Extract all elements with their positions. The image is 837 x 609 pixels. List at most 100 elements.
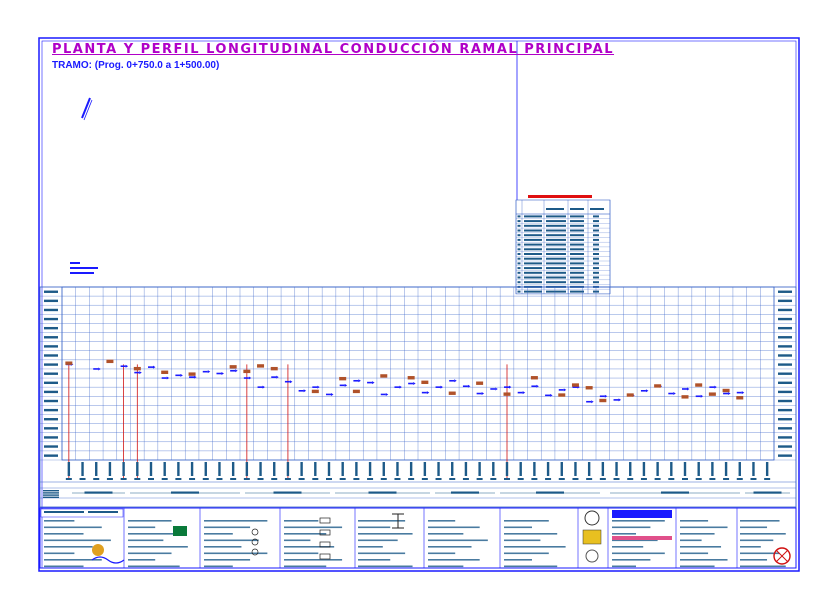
title-block-text [284, 552, 319, 555]
station-label-lower [435, 478, 442, 480]
title-block-text [740, 559, 768, 561]
marker-22 [599, 398, 607, 403]
info-cell [524, 281, 542, 284]
station-label [451, 462, 454, 476]
info-cell [517, 238, 521, 241]
station-label [273, 462, 276, 476]
info-cell [524, 248, 542, 251]
info-cell [593, 229, 599, 232]
title-block-text [358, 565, 413, 568]
title-block-text [680, 533, 715, 535]
institution-banner [612, 510, 672, 518]
title-block-text [680, 552, 709, 555]
title-block-text [612, 552, 665, 555]
title-block-text [612, 533, 636, 535]
station-label-lower [654, 478, 661, 480]
emblem-icon [585, 549, 599, 563]
title-block-text [284, 565, 327, 568]
station-label-lower [243, 478, 250, 480]
station-label-lower [175, 478, 182, 480]
marker-15 [448, 391, 456, 395]
title-block-text [612, 539, 658, 542]
info-cell [570, 262, 584, 265]
title-block-text [204, 526, 251, 529]
info-cell [546, 271, 566, 274]
info-cell [517, 281, 521, 284]
station-label-lower [750, 478, 757, 480]
station-label-lower [709, 478, 716, 480]
marker-12 [380, 374, 388, 378]
station-label-lower [298, 478, 305, 480]
station-label-lower [668, 478, 675, 480]
title-block-text [44, 526, 102, 529]
station-label-lower [120, 478, 127, 480]
profile-axis-labels [44, 290, 792, 457]
title-block-text [44, 520, 75, 522]
title-block-text [284, 520, 319, 522]
marker-19 [558, 393, 566, 397]
title-block-text [612, 520, 665, 522]
station-label [464, 462, 468, 476]
title-block-text [44, 565, 84, 568]
station-label [601, 462, 605, 476]
marker-0 [65, 361, 73, 365]
axis-tick-label [778, 436, 792, 439]
info-cell [570, 253, 584, 255]
title-block-text [504, 559, 532, 561]
info-cell [524, 276, 542, 279]
axis-tick-label [778, 363, 792, 366]
info-cell [570, 229, 584, 232]
title-block-text [740, 565, 786, 568]
info-cell [517, 215, 521, 218]
title-block-text [740, 539, 774, 542]
axis-tick-label [778, 408, 792, 412]
station-label [231, 462, 235, 476]
info-cell [524, 262, 542, 265]
legend-symbol-0 [319, 517, 331, 524]
station-label-lower [339, 478, 346, 480]
station-label-lower [106, 478, 113, 480]
info-cell [517, 234, 521, 237]
station-label-lower [517, 478, 524, 480]
station-label [505, 462, 509, 476]
station-label-lower [599, 478, 606, 480]
station-label-lower [65, 478, 72, 480]
outer-frame [38, 37, 800, 572]
marker-25 [681, 395, 689, 399]
title-block-text [128, 539, 164, 542]
axis-tick-label [778, 354, 792, 357]
station-label [519, 462, 522, 476]
title-block-text [204, 533, 233, 535]
marker-26 [695, 383, 703, 387]
info-cell [570, 290, 584, 293]
info-cell [546, 224, 566, 227]
station-label [546, 462, 550, 476]
station-label-lower [572, 478, 579, 480]
title-block-text [504, 565, 558, 568]
info-cell [524, 267, 542, 270]
station-label-lower [93, 478, 100, 480]
info-cell [517, 262, 521, 265]
info-cell [546, 267, 566, 270]
title-block-text [612, 546, 644, 548]
info-cell [593, 215, 599, 218]
title-block-text [358, 546, 383, 548]
marker-11 [352, 389, 360, 394]
axis-tick-label [44, 408, 58, 412]
info-cell [593, 220, 599, 223]
info-cell [570, 220, 584, 223]
info-cell [593, 271, 599, 274]
station-label-lower [202, 478, 209, 480]
station-label [286, 462, 290, 476]
station-label [423, 462, 427, 476]
station-label [327, 462, 331, 476]
axis-tick-label [778, 308, 792, 312]
info-cell [517, 229, 521, 232]
title-block-text [504, 533, 558, 535]
station-label [437, 462, 440, 476]
info-cell [517, 267, 521, 270]
title-block-text [128, 546, 188, 548]
flag-icon [582, 529, 602, 545]
seal-icon [584, 510, 600, 526]
info-cell [546, 220, 566, 223]
